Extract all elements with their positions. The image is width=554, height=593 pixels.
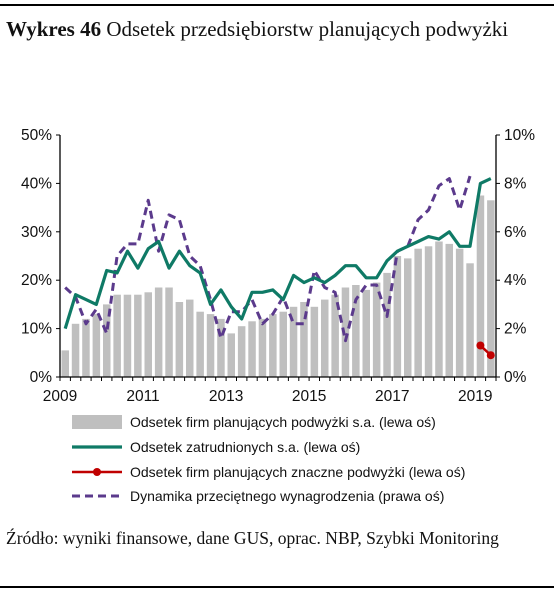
bar-2016Q3 — [372, 282, 381, 377]
bar-2017Q1 — [393, 256, 402, 377]
tick-labels: 0% 10% 20% 30% 40% 50% 0% 2% 4% 6% 8% 10% 2009 2011 20… — [21, 127, 535, 405]
significant-raises-point-2019Q1 — [476, 341, 485, 350]
bar-2018Q2 — [445, 243, 453, 377]
bar-2013Q4 — [258, 318, 267, 377]
legend-label-1: Odsetek firm planujących podwyżki s.a. (… — [130, 414, 436, 430]
employment-line — [63, 177, 492, 330]
right-tick-label: 4% — [504, 272, 527, 289]
axes — [56, 134, 500, 381]
bar-2009Q2 — [71, 323, 80, 377]
bar-2012Q1 — [186, 299, 194, 377]
bar-2017Q2 — [404, 258, 412, 377]
bar-2016Q1 — [352, 285, 360, 377]
bar-2014Q1 — [269, 314, 277, 377]
chart-title-text: Odsetek przedsiębiorstw planujących podw… — [106, 17, 509, 41]
bar-2017Q3 — [414, 248, 422, 377]
bar-2015Q2 — [321, 299, 329, 377]
bar-2010Q1 — [103, 304, 111, 377]
bar-2013Q3 — [248, 321, 256, 377]
bar-2012Q4 — [217, 318, 225, 377]
bar-2010Q2 — [113, 294, 121, 377]
left-tick-label: 40% — [21, 175, 52, 192]
bar-2009Q1 — [61, 350, 69, 377]
legend-label-2: Odsetek zatrudnionych s.a. (lewa oś) — [130, 439, 360, 455]
x-tick-label: 2015 — [292, 388, 326, 405]
bar-2010Q3 — [123, 294, 132, 377]
bar-2009Q3 — [82, 318, 90, 377]
bar-2018Q4 — [466, 263, 474, 377]
bar-2011Q2 — [154, 287, 163, 377]
chart-title: Wykres 46 Odsetek przedsiębiorstw planuj… — [6, 14, 546, 44]
left-tick-label: 10% — [21, 321, 52, 338]
bar-2013Q1 — [227, 333, 235, 377]
bar-2015Q4 — [341, 287, 350, 377]
bar-2011Q4 — [175, 302, 184, 377]
bar-2018Q3 — [455, 248, 464, 377]
x-tick-label: 2017 — [375, 388, 409, 405]
x-tick-label: 2019 — [458, 388, 492, 405]
x-tick-label: 2013 — [209, 388, 243, 405]
right-tick-label: 8% — [504, 175, 527, 192]
x-tick-label: 2011 — [126, 388, 159, 405]
left-tick-label: 30% — [21, 224, 52, 241]
line-series — [63, 175, 495, 360]
right-tick-label: 0% — [504, 369, 527, 386]
left-tick-label: 20% — [21, 272, 52, 289]
legend-label-4: Dynamika przeciętnego wynagrodzenia (pra… — [130, 488, 444, 504]
chart-number: Wykres 46 — [6, 17, 102, 41]
bar-2017Q4 — [424, 246, 433, 377]
bar-2011Q3 — [165, 287, 173, 377]
bar-2016Q2 — [362, 289, 370, 377]
bar-2009Q4 — [92, 314, 101, 377]
bar-2014Q4 — [300, 302, 308, 377]
bar-series — [61, 195, 495, 377]
source-note: Źródło: wyniki finansowe, dane GUS, opra… — [6, 528, 499, 548]
legend: Odsetek firm planujących podwyżki s.a. (… — [72, 414, 465, 504]
bar-2016Q4 — [383, 272, 391, 377]
x-tick-label: 2009 — [43, 388, 77, 405]
bar-2014Q2 — [279, 311, 287, 377]
bar-2014Q3 — [289, 306, 298, 377]
right-tick-label: 2% — [504, 321, 527, 338]
bar-2015Q1 — [310, 306, 319, 377]
bottom-border — [0, 586, 554, 588]
right-tick-label: 10% — [504, 127, 535, 144]
bar-2012Q2 — [196, 311, 204, 377]
significant-raises-point-2019Q2 — [486, 351, 495, 360]
bar-2013Q2 — [237, 326, 246, 377]
bar-2011Q1 — [144, 292, 152, 377]
bar-2015Q3 — [331, 294, 339, 377]
legend-label-3: Odsetek firm planujących znaczne podwyżk… — [130, 464, 465, 480]
bar-2012Q3 — [206, 314, 215, 377]
left-tick-label: 0% — [30, 369, 53, 386]
top-border — [0, 4, 554, 6]
bar-2019Q2 — [487, 200, 495, 377]
bar-2018Q1 — [435, 241, 443, 377]
bar-2019Q1 — [476, 195, 485, 377]
bar-2010Q4 — [134, 294, 142, 377]
legend-swatch-bars — [72, 415, 122, 429]
left-tick-label: 50% — [21, 127, 52, 144]
legend-swatch-significant-marker — [93, 468, 101, 476]
right-tick-label: 6% — [504, 224, 527, 241]
